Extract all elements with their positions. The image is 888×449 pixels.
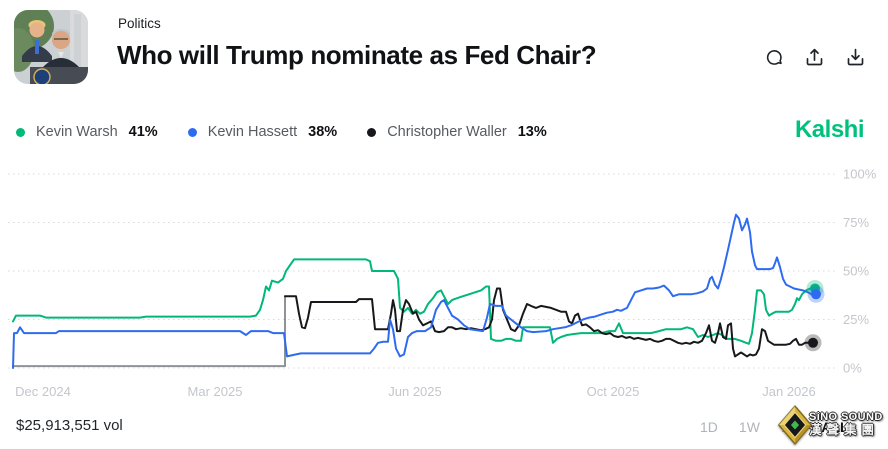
y-axis-label: 25% bbox=[843, 312, 869, 327]
page-title: Who will Trump nominate as Fed Chair? bbox=[117, 40, 597, 70]
comment-icon[interactable] bbox=[763, 47, 784, 68]
download-icon[interactable] bbox=[845, 47, 866, 68]
volume-label: $25,913,551 vol bbox=[16, 417, 123, 434]
x-axis-label: Mar 2025 bbox=[188, 384, 243, 399]
hassett-dot-icon bbox=[187, 127, 197, 137]
y-axis-label: 100% bbox=[843, 167, 877, 182]
range-all[interactable]: ALL bbox=[821, 419, 849, 435]
y-axis-label: 0% bbox=[843, 361, 862, 376]
x-axis-label: Dec 2024 bbox=[15, 384, 71, 399]
trump-powell-photo bbox=[14, 10, 88, 84]
series-marker bbox=[811, 289, 821, 300]
legend-name: Kevin Hassett bbox=[207, 124, 298, 140]
series-line bbox=[12, 258, 816, 345]
series-line bbox=[284, 287, 814, 358]
legend-name: Kevin Warsh bbox=[36, 124, 118, 140]
share-icon[interactable] bbox=[804, 47, 825, 68]
warsh-dot-icon bbox=[16, 127, 25, 137]
kalshi-logo: Kalshi bbox=[794, 116, 865, 143]
time-range-selector: 1D 1W 1M ALL bbox=[700, 419, 849, 435]
range-1m[interactable]: 1M bbox=[780, 419, 801, 435]
y-axis-label: 75% bbox=[843, 215, 869, 230]
market-thumbnail bbox=[14, 10, 88, 84]
x-axis-label: Jun 2025 bbox=[388, 384, 442, 399]
waller-dot-icon bbox=[367, 127, 377, 137]
legend-pct: 41% bbox=[128, 124, 158, 140]
x-axis-label: Oct 2025 bbox=[587, 384, 640, 399]
legend: Kevin Warsh 41% Kevin Hassett 38% Christ… bbox=[16, 124, 547, 140]
category-label: Politics bbox=[118, 16, 161, 31]
legend-item-hassett[interactable]: Kevin Hassett 38% bbox=[187, 124, 338, 140]
series-line bbox=[12, 295, 286, 368]
x-axis-label: Jan 2026 bbox=[762, 384, 816, 399]
legend-name: Christopher Waller bbox=[387, 124, 507, 140]
legend-item-warsh[interactable]: Kevin Warsh 41% bbox=[16, 124, 158, 140]
market-header: Politics Who will Trump nominate as Fed … bbox=[0, 0, 888, 96]
legend-item-waller[interactable]: Christopher Waller 13% bbox=[367, 124, 547, 140]
legend-pct: 38% bbox=[308, 124, 338, 140]
y-axis-label: 50% bbox=[843, 264, 869, 279]
series-marker bbox=[808, 337, 818, 348]
legend-pct: 13% bbox=[517, 124, 547, 140]
series-line bbox=[12, 213, 817, 369]
range-1d[interactable]: 1D bbox=[700, 419, 718, 435]
range-1w[interactable]: 1W bbox=[738, 419, 760, 435]
